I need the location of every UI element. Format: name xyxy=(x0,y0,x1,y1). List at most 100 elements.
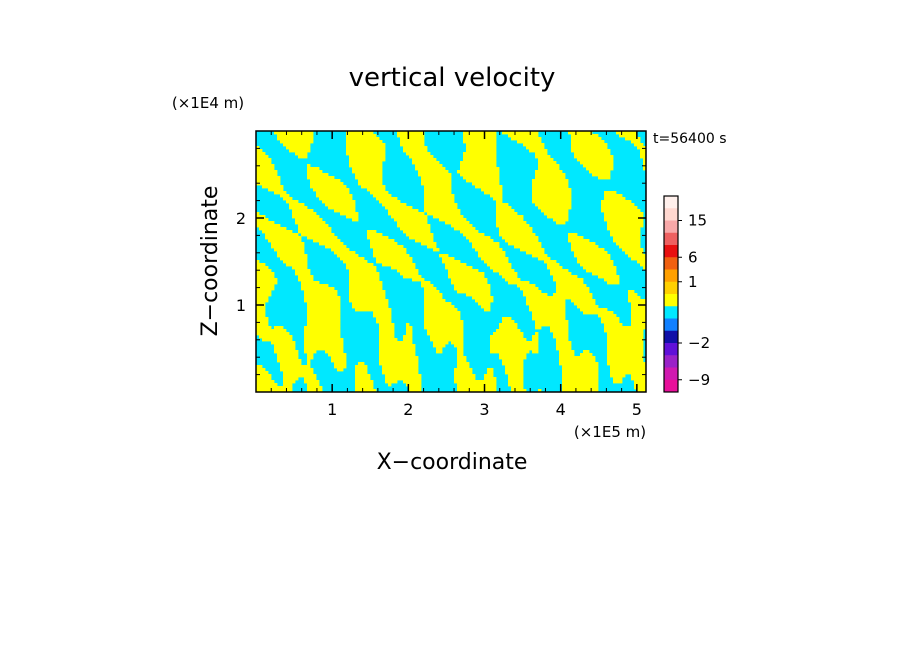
positive-region xyxy=(502,275,518,279)
positive-region xyxy=(280,362,302,366)
positive-region xyxy=(463,152,497,156)
positive-region xyxy=(520,248,545,252)
positive-region xyxy=(562,374,599,378)
positive-region xyxy=(535,152,548,156)
positive-region xyxy=(403,149,428,153)
positive-region xyxy=(526,296,593,300)
positive-region xyxy=(277,353,299,357)
positive-region xyxy=(376,320,392,324)
x-axis-unit: (×1E5 m) xyxy=(574,423,646,441)
positive-region xyxy=(355,371,368,375)
positive-region xyxy=(457,350,464,354)
positive-region xyxy=(346,266,377,270)
positive-region xyxy=(589,170,611,174)
positive-region xyxy=(505,278,521,282)
positive-region xyxy=(457,383,497,387)
colorbar-label: 1 xyxy=(688,273,698,291)
positive-region xyxy=(298,230,332,234)
positive-region xyxy=(373,251,407,255)
positive-region xyxy=(526,251,545,255)
positive-region xyxy=(532,179,569,183)
positive-region xyxy=(619,245,641,249)
positive-region xyxy=(280,194,290,198)
positive-region xyxy=(535,155,551,159)
positive-region xyxy=(457,389,497,392)
positive-region xyxy=(424,203,458,207)
positive-region xyxy=(523,290,542,294)
positive-region xyxy=(412,161,440,165)
positive-region xyxy=(631,308,646,312)
positive-region xyxy=(346,143,386,147)
positive-region xyxy=(607,350,644,354)
positive-region xyxy=(628,254,646,258)
positive-region xyxy=(349,293,386,297)
positive-region xyxy=(634,380,646,384)
positive-region xyxy=(571,140,605,144)
positive-region xyxy=(256,383,278,387)
positive-region xyxy=(256,296,269,300)
positive-region xyxy=(499,323,518,327)
positive-region xyxy=(445,266,473,270)
positive-region xyxy=(502,320,515,324)
positive-region xyxy=(625,137,641,141)
positive-region xyxy=(421,182,452,186)
positive-region xyxy=(349,155,386,159)
positive-region xyxy=(352,167,383,171)
positive-region xyxy=(508,134,539,138)
positive-region xyxy=(328,206,356,210)
positive-region xyxy=(256,263,266,267)
positive-region xyxy=(292,266,308,270)
positive-region xyxy=(475,248,503,252)
positive-region xyxy=(385,206,413,210)
positive-region xyxy=(304,350,317,354)
positive-region xyxy=(256,320,269,324)
positive-region xyxy=(604,326,646,330)
positive-region xyxy=(508,242,542,246)
positive-region xyxy=(529,305,566,309)
positive-region xyxy=(418,173,452,177)
positive-region xyxy=(631,140,641,144)
positive-region xyxy=(556,347,572,351)
positive-region xyxy=(541,209,569,213)
positive-region xyxy=(286,263,308,267)
positive-region xyxy=(256,371,269,375)
positive-region xyxy=(610,365,646,369)
positive-region xyxy=(499,230,533,234)
positive-region xyxy=(463,137,497,141)
positive-region xyxy=(256,167,275,171)
colorbar: 15 6 1 −2 −9 xyxy=(663,195,710,393)
positive-region xyxy=(391,266,416,270)
positive-region xyxy=(637,146,646,150)
positive-region xyxy=(406,332,413,336)
positive-region xyxy=(307,305,341,309)
positive-region xyxy=(571,146,608,150)
positive-region xyxy=(256,365,263,369)
positive-region xyxy=(256,218,269,222)
positive-region xyxy=(532,338,539,342)
positive-region xyxy=(457,353,464,357)
x-tick-label: 5 xyxy=(632,400,642,419)
positive-region xyxy=(307,383,320,387)
positive-region xyxy=(424,317,461,321)
positive-region xyxy=(607,338,644,342)
positive-region xyxy=(349,275,380,279)
colorbar-swatch xyxy=(664,232,678,246)
positive-region xyxy=(373,311,392,315)
positive-region xyxy=(406,233,434,237)
positive-region xyxy=(634,386,646,390)
positive-region xyxy=(604,278,620,282)
positive-region xyxy=(370,242,398,246)
positive-region xyxy=(502,131,539,135)
positive-region xyxy=(538,167,560,171)
positive-region xyxy=(403,275,422,279)
positive-region xyxy=(607,344,644,348)
colorbar-swatch xyxy=(664,318,678,332)
positive-region xyxy=(484,377,497,381)
positive-region xyxy=(631,320,646,324)
positive-region xyxy=(373,194,392,198)
positive-region xyxy=(385,380,398,384)
positive-region xyxy=(556,284,587,288)
positive-region xyxy=(346,140,383,144)
positive-region xyxy=(559,350,575,354)
positive-region xyxy=(301,233,335,237)
